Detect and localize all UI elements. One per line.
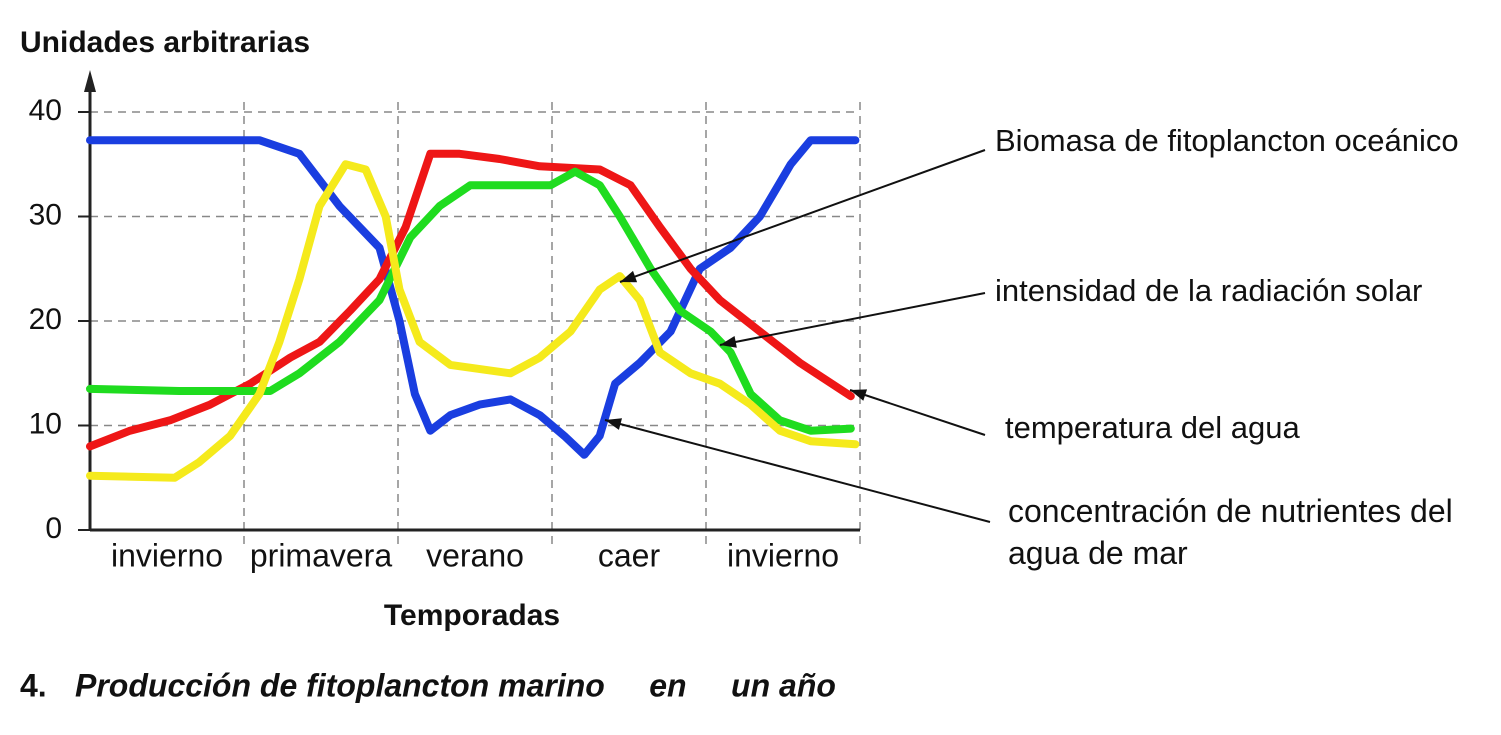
pointer-line (719, 292, 986, 346)
y-tick-label: 0 (45, 512, 62, 545)
y-tick-label: 40 (29, 94, 62, 127)
y-axis-label: Unidades arbitrarias (20, 26, 310, 59)
pointer-arrow (620, 270, 638, 283)
pointer-line (849, 389, 986, 436)
x-tick-label: invierno (111, 537, 223, 573)
pointer-arrow (605, 418, 623, 430)
x-tick-label: invierno (727, 537, 839, 573)
pointer-arrow (850, 389, 868, 401)
y-axis-arrow (84, 70, 96, 92)
series-line (86, 136, 860, 459)
x-tick-label: primavera (250, 537, 392, 573)
series-line (86, 167, 855, 435)
legend-label: temperatura del agua (1005, 410, 1300, 445)
x-tick-label: caer (598, 537, 661, 573)
series-line (86, 149, 855, 451)
legend-label: concentración de nutrientes del agua de … (1008, 493, 1453, 571)
pointer-line (604, 419, 991, 523)
x-tick-label: verano (426, 537, 524, 573)
y-tick-label: 30 (29, 198, 62, 231)
pointer-line (619, 149, 986, 283)
y-tick-label: 10 (29, 407, 62, 440)
legend-label: Biomasa de fitoplancton oceánico (995, 123, 1459, 158)
series-line (86, 160, 860, 482)
chart-title: Producción de fitoplancton marino en un … (75, 667, 836, 703)
x-axis-label: Temporadas (384, 599, 560, 632)
y-tick-label: 20 (29, 303, 62, 336)
legend-label: intensidad de la radiación solar (995, 273, 1422, 308)
caption-number: 4. (20, 667, 47, 703)
pointer-arrow (720, 336, 737, 348)
